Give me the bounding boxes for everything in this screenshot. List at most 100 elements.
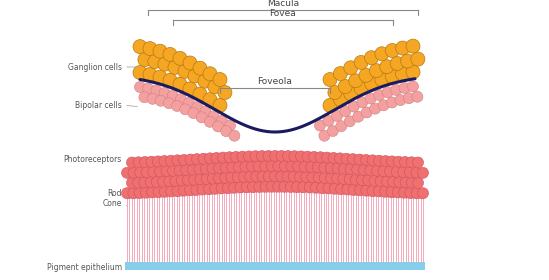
Circle shape [200, 106, 211, 117]
Circle shape [276, 151, 287, 162]
Circle shape [399, 187, 410, 198]
Circle shape [332, 173, 343, 184]
Circle shape [182, 174, 193, 186]
Circle shape [204, 153, 215, 164]
Text: Cone: Cone [103, 199, 122, 209]
Circle shape [380, 156, 391, 167]
Circle shape [282, 171, 293, 182]
Circle shape [213, 99, 227, 113]
Circle shape [248, 181, 259, 192]
Circle shape [385, 69, 399, 83]
Circle shape [260, 161, 271, 172]
Circle shape [247, 161, 257, 172]
Circle shape [235, 182, 246, 193]
Circle shape [341, 153, 352, 164]
Circle shape [141, 167, 152, 178]
Circle shape [188, 108, 199, 119]
Circle shape [173, 51, 187, 65]
Circle shape [168, 60, 182, 74]
Circle shape [211, 152, 222, 164]
Circle shape [139, 157, 150, 167]
Circle shape [289, 151, 300, 162]
Circle shape [183, 56, 197, 70]
Circle shape [313, 172, 324, 183]
Circle shape [254, 181, 265, 192]
Circle shape [232, 172, 243, 183]
Circle shape [148, 55, 162, 69]
Circle shape [139, 177, 150, 188]
Circle shape [166, 186, 177, 197]
Circle shape [388, 176, 399, 187]
Circle shape [240, 161, 251, 172]
Circle shape [221, 126, 232, 137]
Circle shape [208, 80, 222, 94]
Circle shape [329, 183, 340, 194]
Circle shape [226, 172, 237, 183]
Circle shape [350, 174, 361, 185]
Circle shape [174, 165, 185, 176]
Circle shape [217, 152, 228, 163]
Circle shape [390, 57, 404, 71]
Circle shape [317, 182, 328, 193]
Circle shape [237, 151, 248, 162]
Circle shape [121, 188, 132, 199]
Circle shape [216, 183, 227, 194]
Circle shape [334, 153, 345, 164]
Circle shape [354, 55, 368, 69]
Circle shape [315, 120, 326, 131]
Circle shape [214, 173, 225, 184]
Circle shape [121, 167, 132, 178]
Circle shape [295, 151, 306, 162]
Circle shape [349, 74, 363, 88]
Circle shape [260, 181, 271, 192]
Circle shape [193, 87, 207, 101]
Text: Ganglion cells: Ganglion cells [68, 62, 122, 71]
Circle shape [146, 156, 157, 167]
Circle shape [222, 182, 233, 193]
Circle shape [301, 171, 312, 183]
Circle shape [273, 181, 284, 192]
Circle shape [266, 161, 277, 172]
Circle shape [344, 116, 355, 127]
Text: Pigment epithelium: Pigment epithelium [47, 263, 122, 272]
Circle shape [369, 103, 380, 114]
Circle shape [391, 166, 402, 177]
Circle shape [352, 111, 364, 122]
Circle shape [400, 157, 411, 167]
Circle shape [309, 151, 320, 162]
Circle shape [256, 151, 267, 162]
Circle shape [133, 40, 147, 54]
Circle shape [203, 93, 217, 107]
Circle shape [319, 130, 330, 141]
Circle shape [153, 186, 164, 197]
Circle shape [406, 157, 417, 168]
Circle shape [128, 167, 139, 178]
Circle shape [344, 174, 355, 185]
Circle shape [126, 177, 137, 188]
Text: Rod: Rod [108, 190, 122, 199]
Circle shape [228, 182, 239, 193]
Circle shape [135, 167, 145, 178]
Circle shape [328, 85, 342, 99]
Circle shape [153, 156, 164, 167]
Circle shape [323, 183, 334, 194]
Circle shape [279, 161, 290, 172]
Circle shape [126, 157, 137, 168]
Circle shape [375, 73, 389, 87]
Circle shape [238, 171, 249, 183]
Circle shape [299, 161, 310, 172]
Circle shape [159, 156, 170, 167]
Circle shape [180, 104, 191, 115]
Circle shape [204, 116, 215, 127]
Circle shape [253, 161, 264, 172]
Circle shape [147, 187, 158, 198]
Circle shape [375, 176, 386, 187]
Circle shape [352, 164, 363, 175]
Circle shape [286, 161, 297, 172]
Circle shape [393, 156, 404, 167]
Circle shape [196, 112, 207, 123]
Circle shape [359, 68, 373, 82]
Circle shape [382, 87, 393, 98]
Circle shape [373, 155, 384, 166]
Circle shape [354, 81, 368, 95]
